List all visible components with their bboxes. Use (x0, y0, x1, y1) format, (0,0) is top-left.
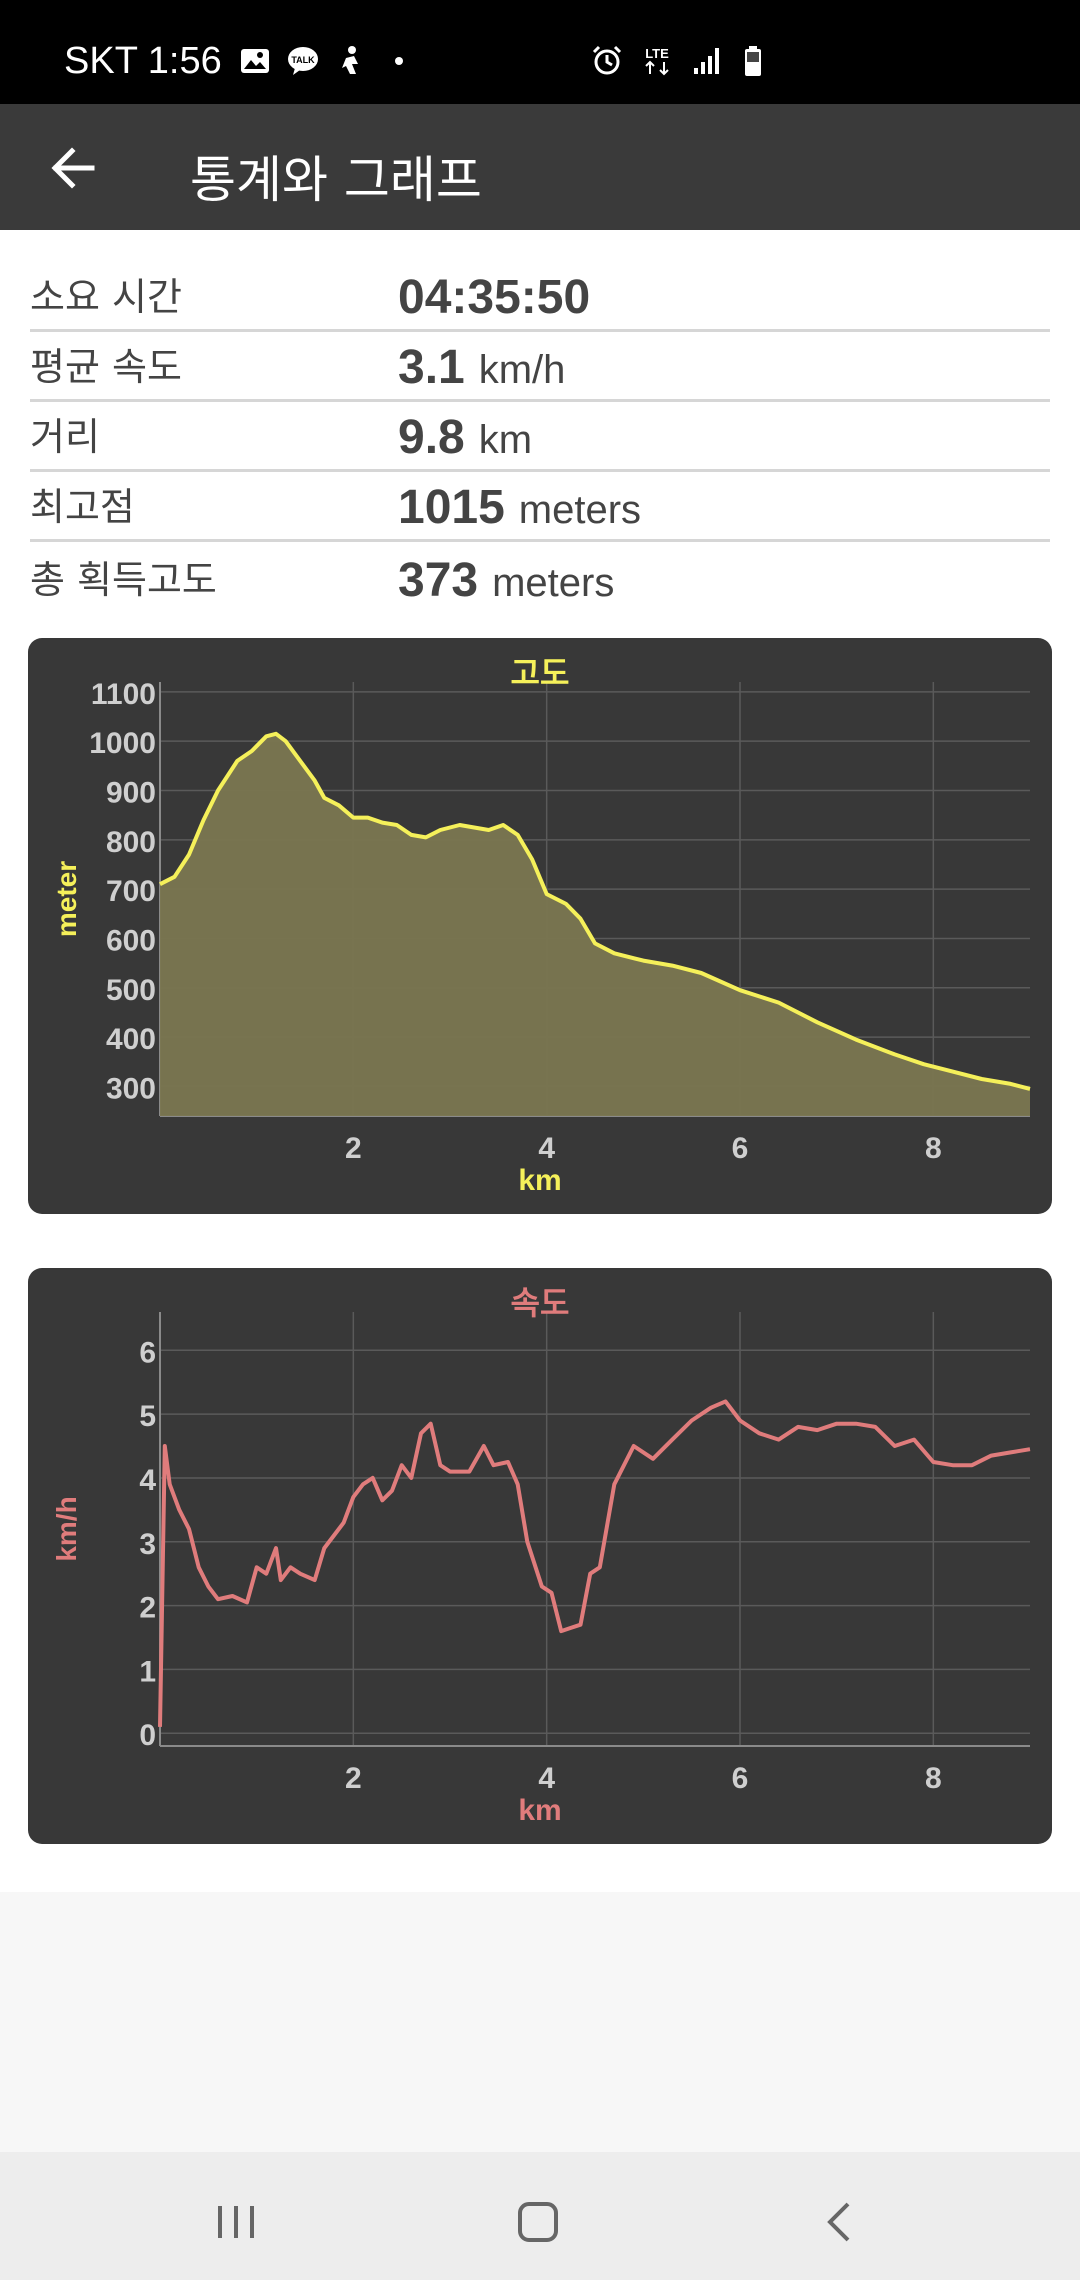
gallery-icon (241, 49, 269, 73)
app-bar: 통계와 그래프 (0, 104, 1080, 230)
stat-row-total-ascent: 총 획득고도 373 meters (30, 542, 1050, 612)
stat-number: 3.1 (398, 341, 465, 394)
network-type: LTE (645, 46, 669, 61)
stat-label: 평균 속도 (30, 345, 182, 389)
series-line (158, 1399, 1031, 1727)
lte-icon: LTE (645, 46, 669, 76)
x-tick-label: 6 (732, 1762, 749, 1795)
stat-label: 최고점 (30, 485, 135, 529)
y-tick-label: 400 (106, 1023, 156, 1056)
stat-number: 1015 (398, 481, 505, 534)
stat-unit: meters (492, 561, 615, 605)
stat-value: 3.1 km/h (398, 340, 565, 395)
notification-icons: TALK (238, 44, 416, 78)
x-tick-label: 2 (345, 1762, 362, 1795)
stat-value: 373 meters (398, 553, 614, 608)
stat-row-distance: 거리 9.8 km (30, 402, 1050, 472)
stat-row-avg-speed: 평균 속도 3.1 km/h (30, 332, 1050, 402)
recent-apps-icon[interactable] (206, 2192, 266, 2252)
status-time: SKT 1:56 (64, 40, 222, 82)
stat-value: 04:35:50 (398, 270, 604, 325)
y-axis-label: km/h (51, 1496, 82, 1561)
x-tick-label: 4 (538, 1762, 555, 1795)
stat-unit: meters (518, 488, 642, 532)
stat-number: 373 (398, 554, 479, 607)
y-tick-label: 300 (106, 1072, 156, 1105)
y-tick-label: 2 (139, 1592, 156, 1625)
y-tick-label: 6 (139, 1336, 156, 1369)
more-notifications-icon (395, 57, 403, 65)
y-axis-label: meter (51, 861, 82, 937)
stat-label: 거리 (30, 415, 100, 459)
y-tick-label: 4 (139, 1464, 156, 1497)
back-arrow-icon[interactable] (46, 140, 102, 196)
home-icon[interactable] (508, 2192, 568, 2252)
stat-row-highest-point: 최고점 1015 meters (30, 472, 1050, 542)
y-tick-label: 1100 (91, 678, 156, 711)
y-tick-label: 700 (106, 875, 156, 908)
series-line (159, 731, 1031, 1091)
stat-row-duration: 소요 시간 04:35:50 (30, 266, 1050, 332)
y-tick-label: 0 (139, 1719, 156, 1752)
statistics-content: 소요 시간 04:35:50 평균 속도 3.1 km/h 거리 9.8 km 최고… (0, 230, 1080, 1892)
chart-title: 고도 (511, 654, 570, 692)
x-tick-label: 6 (732, 1132, 749, 1165)
svg-text:TALK: TALK (291, 55, 315, 65)
hiking-app-icon (342, 46, 358, 74)
status-bar: SKT 1:56 TALK LTE (0, 0, 1080, 104)
chart-title: 속도 (511, 1284, 570, 1322)
y-tick-label: 800 (106, 826, 156, 859)
stat-label: 소요 시간 (30, 275, 182, 319)
stat-unit: km/h (478, 348, 566, 392)
x-axis-label: km (518, 1164, 561, 1197)
x-tick-label: 2 (345, 1132, 362, 1165)
battery-icon (745, 46, 761, 76)
x-tick-label: 8 (925, 1132, 942, 1165)
stat-value: 1015 meters (398, 480, 641, 535)
nav-back-icon[interactable] (810, 2192, 870, 2252)
kakaotalk-icon: TALK (288, 47, 318, 75)
page-title: 통계와 그래프 (190, 151, 482, 209)
stat-unit: km (478, 418, 533, 462)
stats-table: 소요 시간 04:35:50 평균 속도 3.1 km/h 거리 9.8 km 최고… (30, 266, 1050, 612)
system-icons: LTE (590, 44, 772, 78)
chart-svg: 0 1 2 3 4 5 6 2 4 6 8 속도 km km/h (51, 1284, 1031, 1827)
y-tick-label: 500 (106, 974, 156, 1007)
stat-value: 9.8 km (398, 410, 532, 465)
alarm-icon (592, 45, 622, 75)
stat-number: 9.8 (398, 411, 465, 464)
y-tick-label: 5 (139, 1400, 156, 1433)
x-tick-label: 4 (538, 1132, 555, 1165)
y-tick-label: 1000 (89, 727, 156, 760)
x-axis-label: km (518, 1794, 561, 1827)
y-tick-label: 600 (106, 924, 156, 957)
navigation-bar (0, 2152, 1080, 2280)
chart-svg: 300 400 500 600 700 800 900 1000 1100 2 4 6 8 고도 km met… (51, 654, 1031, 1197)
speed-chart: 0 1 2 3 4 5 6 2 4 6 8 속도 km km/h (28, 1268, 1052, 1844)
x-tick-label: 8 (925, 1762, 942, 1795)
y-tick-label: 3 (139, 1528, 156, 1561)
elevation-chart: 300 400 500 600 700 800 900 1000 1100 2 4 6 8 고도 km met… (28, 638, 1052, 1214)
stat-label: 총 획득고도 (30, 558, 217, 602)
signal-icon (694, 48, 719, 74)
y-tick-label: 1 (139, 1655, 156, 1688)
stat-number: 04:35:50 (398, 271, 591, 324)
y-tick-label: 900 (106, 777, 156, 810)
